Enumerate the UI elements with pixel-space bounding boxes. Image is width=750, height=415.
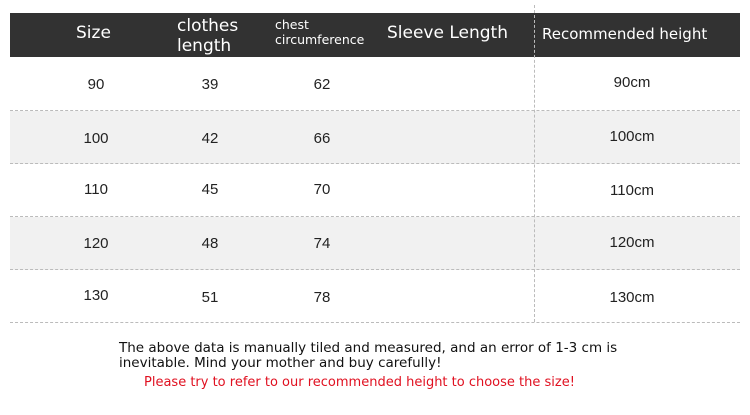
cell-size: 100 — [83, 130, 109, 147]
cell-length: 45 — [201, 181, 219, 198]
cell-size: 110 — [84, 181, 108, 198]
header-clothes-length-1: clothes — [177, 16, 239, 36]
cell-length: 39 — [201, 76, 219, 93]
header-chest-2: circumference — [275, 32, 365, 47]
cell-size: 90 — [87, 76, 105, 93]
table-row: 100 42 66 100cm — [10, 111, 740, 164]
cell-height: 90cm — [613, 74, 651, 91]
measurement-note: The above data is manually tiled and mea… — [119, 340, 618, 371]
cell-length: 48 — [201, 235, 219, 252]
header-clothes-length-2: length — [177, 36, 232, 56]
cell-chest: 62 — [313, 76, 331, 93]
cell-height: 110cm — [610, 182, 654, 199]
header-size: Size — [76, 23, 111, 43]
cell-chest: 78 — [313, 289, 331, 306]
header-sleeve: Sleeve Length — [387, 23, 508, 43]
cell-chest: 70 — [313, 181, 331, 198]
cell-height: 130cm — [609, 289, 655, 306]
table-row: 90 39 62 90cm — [10, 57, 740, 111]
cell-size: 120 — [83, 235, 109, 252]
cell-chest: 74 — [313, 235, 331, 252]
table-header: Size clothes length chest circumference … — [10, 13, 740, 57]
cell-length: 51 — [201, 289, 219, 306]
cell-height: 120cm — [609, 234, 655, 251]
header-height: Recommended height — [542, 25, 708, 43]
cell-height: 100cm — [609, 128, 655, 145]
table-row: 130 51 78 130cm — [10, 270, 740, 323]
cell-chest: 66 — [313, 130, 331, 147]
header-chest-1: chest — [275, 17, 309, 32]
table-row: 110 45 70 110cm — [10, 164, 740, 217]
cell-length: 42 — [201, 130, 219, 147]
table-row: 120 48 74 120cm — [10, 217, 740, 270]
size-warning: Please try to refer to our recommended h… — [144, 375, 575, 390]
cell-size: 130 — [83, 287, 109, 304]
column-divider — [534, 5, 535, 322]
